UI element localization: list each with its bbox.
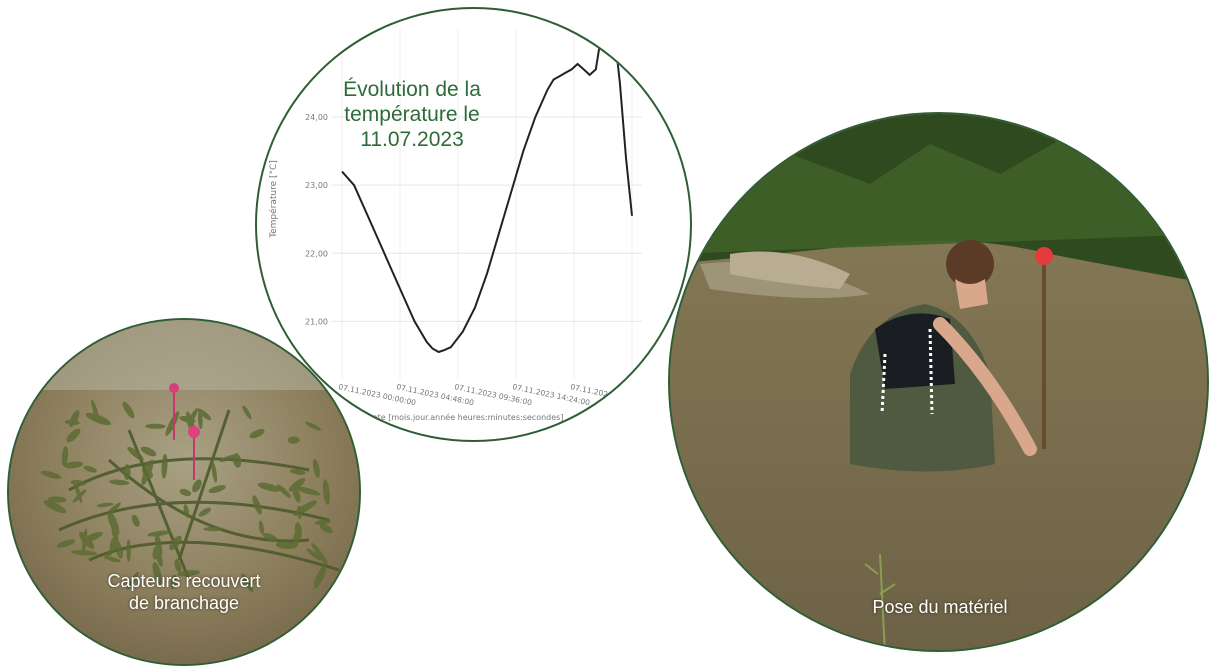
leaf-shape: [315, 519, 331, 525]
y-tick-label: 22,00: [305, 249, 328, 258]
leaf-shape: [208, 485, 226, 494]
y-tick-label: 24,00: [305, 113, 328, 122]
leaf-shape: [183, 504, 190, 518]
leaf-shape: [197, 409, 203, 430]
leaf-shape: [241, 573, 254, 593]
temperature-line: [341, 16, 633, 354]
leaf-shape: [66, 428, 81, 443]
leaf-shape: [192, 479, 202, 493]
equipment-installation-photo: Pose du matériel: [668, 112, 1209, 652]
leaf-shape: [288, 478, 306, 492]
chart-title: Évolution de la température le 11.07.202…: [343, 78, 481, 151]
leaf-shape: [312, 459, 320, 478]
leaf-shape: [64, 419, 80, 425]
leaf-shape: [311, 542, 328, 565]
leaf-shape: [287, 436, 300, 444]
branch-caption-line-1: Capteurs recouvert: [107, 571, 261, 591]
leaf-shape: [170, 574, 177, 590]
leaf-shape: [292, 487, 301, 503]
sensor-marker-icon: [169, 383, 179, 393]
leaf-shape: [249, 429, 265, 439]
leaf-shape: [297, 505, 302, 519]
branch-caption-line-2: de branchage: [128, 593, 240, 613]
leaf-shape: [40, 470, 62, 479]
leaf-shape: [47, 496, 67, 503]
leaf-shape: [322, 479, 330, 506]
y-axis-label: Température [°C]: [268, 160, 279, 239]
leaf-shape: [165, 411, 180, 436]
leaf-shape: [147, 530, 171, 537]
installation-photo-illustration: [670, 114, 1207, 650]
leaf-shape: [258, 520, 265, 535]
leaf-shape: [131, 514, 140, 527]
leaf-shape: [140, 446, 157, 457]
leaf-shape: [152, 561, 162, 585]
leaf-shape: [161, 453, 168, 479]
pose-caption: Pose du matériel: [872, 597, 1008, 617]
leaf-shape: [295, 486, 321, 496]
leaf-shape: [174, 559, 182, 573]
x-axis-label: Date [mois.jour.année heures:minutes:sec…: [367, 412, 564, 422]
branch-caption: Capteurs recouvert de branchage: [59, 570, 309, 614]
leaf-shape: [242, 405, 252, 420]
leaf-shape: [123, 464, 131, 480]
leaf-shape: [43, 500, 67, 514]
leaf-shape: [198, 507, 211, 517]
leaf-shape: [122, 401, 135, 419]
leaf-shape: [61, 446, 69, 467]
sensor-stake-marker-icon: [1035, 247, 1053, 265]
leaf-shape: [257, 482, 281, 492]
leaf-shape: [106, 556, 121, 563]
leaf-shape: [107, 510, 120, 536]
leaf-shape: [127, 446, 144, 461]
leaf-shape: [319, 523, 333, 534]
leaf-shape: [79, 531, 94, 549]
leaf-shape: [294, 522, 303, 540]
branch-photo-illustration: [9, 320, 359, 664]
leaf-shape: [96, 502, 114, 508]
sensor-marker-icon: [188, 426, 200, 438]
y-tick-label: 23,00: [305, 181, 328, 190]
leaf-shape: [188, 408, 198, 425]
leaf-shape: [305, 421, 322, 431]
leaf-shape: [313, 565, 327, 589]
leaf-shape: [141, 459, 154, 486]
leaf-shape: [179, 488, 192, 497]
leaf-shape: [126, 571, 139, 590]
leaf-shape: [126, 539, 131, 562]
leaf-shape: [306, 548, 322, 561]
leaf-shape: [56, 539, 76, 548]
leaf-shape: [91, 399, 99, 421]
leaf-shape: [64, 461, 84, 469]
leaf-shape: [169, 535, 182, 551]
leaf-shape: [275, 541, 298, 550]
leaf-shape: [154, 532, 163, 558]
leaf-shape: [104, 541, 120, 560]
leaf-shape: [203, 526, 224, 532]
leaf-shape: [83, 465, 97, 473]
sensor-branch-photo: Capteurs recouvert de branchage: [7, 318, 361, 666]
leaf-shape: [177, 570, 201, 577]
leaf-shape: [211, 461, 218, 483]
leaf-shape: [73, 480, 83, 504]
leaf-shape: [109, 479, 130, 486]
leaf-shape: [145, 423, 166, 429]
leaf-shape: [262, 532, 278, 542]
leaf-shape: [252, 495, 262, 515]
leaf-shape: [289, 469, 306, 475]
leaf-shape: [276, 484, 291, 498]
leaf-shape: [152, 545, 161, 560]
leaf-shape: [219, 454, 237, 462]
